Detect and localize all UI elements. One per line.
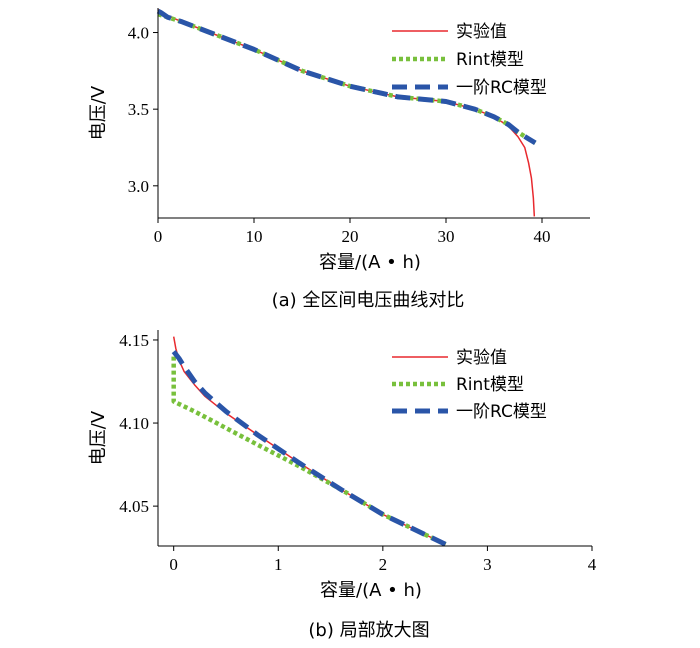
- x-axis-label: 容量/(A • h): [319, 252, 421, 273]
- x-tick-label: 40: [534, 227, 551, 246]
- legend-label: 实验值: [456, 348, 507, 368]
- chart-b: 0 1 2 3 4 4.05 4.10 4.15 容量/(A • h) 电压/V (b) 局部放大图…: [88, 330, 597, 641]
- x-tick-label: 20: [342, 227, 359, 246]
- y-tick-label: 3.0: [128, 177, 149, 196]
- y-tick-label: 4.15: [119, 331, 149, 350]
- x-tick-label: 0: [169, 555, 178, 574]
- y-tick-label: 4.0: [128, 24, 149, 43]
- chart-a: 0 10 20 30 40 3.0 3.5 4.0 容量/(A • h) 电压/V (a) 全区间电…: [88, 8, 590, 311]
- legend-label: 一阶RC模型: [456, 402, 547, 422]
- legend-label: Rint模型: [456, 375, 524, 395]
- x-axis-label: 容量/(A • h): [320, 580, 422, 601]
- y-tick-label: 3.5: [128, 100, 149, 119]
- chart-caption: (a) 全区间电压曲线对比: [272, 290, 465, 311]
- x-tick-label: 10: [246, 227, 263, 246]
- x-tick-label: 4: [588, 555, 597, 574]
- legend-label: 一阶RC模型: [456, 78, 547, 98]
- series-line-rc: [171, 350, 447, 547]
- y-tick-label: 4.10: [119, 414, 149, 433]
- x-tick-label: 3: [483, 555, 492, 574]
- chart-caption: (b) 局部放大图: [308, 620, 429, 641]
- series-line-rint: [171, 356, 447, 547]
- y-axis-label: 电压/V: [88, 85, 109, 140]
- x-tick-label: 2: [379, 555, 388, 574]
- y-axis-label: 电压/V: [88, 410, 109, 465]
- y-tick-label: 4.05: [119, 497, 149, 516]
- x-tick-label: 1: [274, 555, 283, 574]
- x-tick-label: 30: [438, 227, 455, 246]
- series-line-measured: [172, 336, 446, 546]
- x-tick-label: 0: [154, 227, 163, 246]
- legend-label: Rint模型: [456, 50, 524, 70]
- legend-label: 实验值: [456, 22, 507, 42]
- series-line-rc: [156, 8, 537, 146]
